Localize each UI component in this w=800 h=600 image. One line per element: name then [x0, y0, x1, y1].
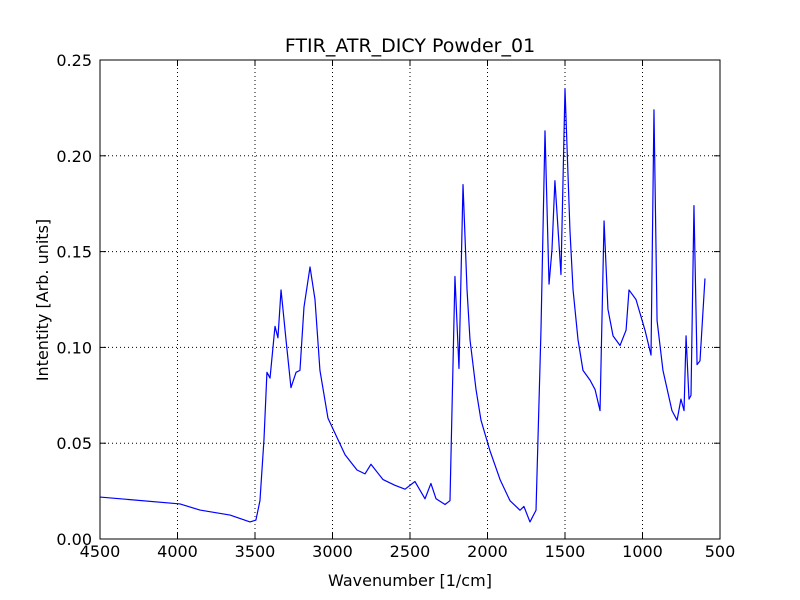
plot-area: 4500 4000 3500 3000 2500 2000 1500 1000 500 0.00 0… — [56, 51, 735, 561]
x-tick-label: 2500 — [390, 542, 431, 561]
y-tick-label: 0.05 — [56, 434, 92, 453]
x-tick-label: 3500 — [235, 542, 276, 561]
y-tick-label: 0.15 — [56, 243, 92, 262]
x-tick-label: 1500 — [545, 542, 586, 561]
y-tick-label: 0.10 — [56, 338, 92, 357]
x-axis-label: Wavenumber [1/cm] — [328, 571, 492, 590]
plot-frame — [99, 59, 721, 540]
x-tick-label: 4000 — [157, 542, 198, 561]
spectrum-line — [99, 88, 706, 523]
x-tick-label: 4500 — [80, 542, 121, 561]
x-tick-label: 500 — [705, 542, 736, 561]
x-tick-label: 3000 — [312, 542, 353, 561]
x-tick-label: 2000 — [467, 542, 508, 561]
x-tick-label: 1000 — [622, 542, 663, 561]
y-tick-label: 0.00 — [56, 530, 92, 549]
chart-title: FTIR_ATR_DICY Powder_01 — [285, 35, 535, 57]
y-tick-label: 0.25 — [56, 51, 92, 70]
y-tick-label: 0.20 — [56, 147, 92, 166]
y-axis-label: Intentity [Arb. units] — [33, 219, 52, 381]
